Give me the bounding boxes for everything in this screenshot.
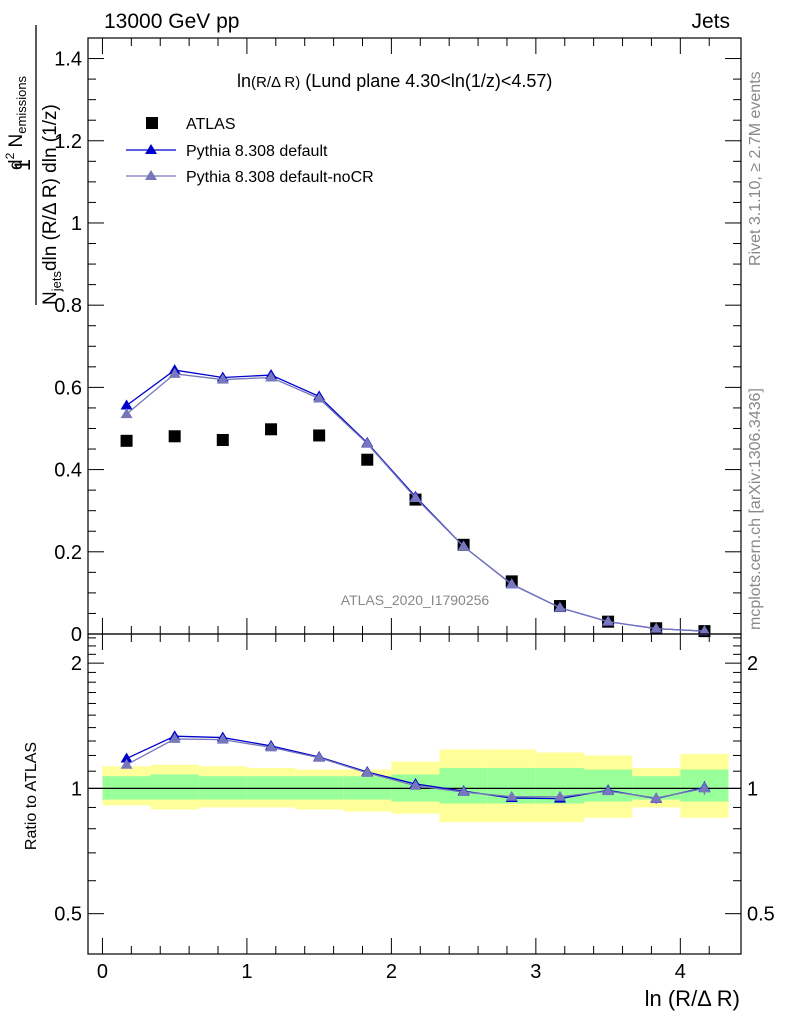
- ratio-marker-1: [361, 766, 374, 777]
- ratio-marker-1: [216, 733, 229, 744]
- legend-label-nocr: Pythia 8.308 default-noCR: [186, 169, 374, 186]
- ratio-marker-1: [120, 758, 133, 769]
- title-arg: (R/Δ R): [251, 74, 300, 91]
- series-marker-2: [505, 578, 518, 589]
- xaxis-label: ln (R/Δ R): [645, 986, 740, 1011]
- analysis-watermark: ATLAS_2020_I1790256: [341, 592, 490, 608]
- series-marker-2: [457, 540, 470, 551]
- series-marker-2: [120, 408, 133, 419]
- ratio-ytick-label-right: 2: [747, 653, 758, 675]
- ratio-ytick-labels: 0.5 0.5 1 1 2 2: [54, 653, 775, 926]
- ratio-ytick-label-left: 1: [71, 778, 82, 800]
- xtick-label: 0: [97, 961, 108, 983]
- ratio-ytick-label-right: 0.5: [747, 904, 775, 926]
- main-series: [120, 364, 711, 638]
- ratio-marker-1: [602, 785, 615, 796]
- series-marker-2: [313, 392, 326, 403]
- main-panel: 0 0.2 0.4 0.6 0.8 1 1.2 1.4 ATLAS_2020_I1790256: [54, 37, 742, 646]
- ylabel-top: d2 Nemissions: [3, 75, 29, 170]
- ratio-ytick-label-right: 1: [747, 778, 758, 800]
- ratio-axis-ticks: [88, 634, 741, 954]
- xtick-label: 4: [675, 961, 686, 983]
- main-ytick-label: 1.2: [54, 131, 82, 153]
- series-marker-2: [361, 437, 374, 448]
- series-marker-2: [265, 371, 278, 382]
- legend-marker-nocr: [145, 170, 157, 180]
- ratio-marker-1: [313, 751, 326, 762]
- atlas-point: [313, 429, 326, 442]
- main-ylabel: 1 Njetsdln (R/Δ R) dln (1/z) d2 Nemissio…: [3, 25, 64, 305]
- xtick-label: 3: [530, 961, 541, 983]
- header-energy: 13000 GeV pp: [104, 10, 239, 33]
- series-marker-2: [168, 367, 181, 378]
- atlas-point: [265, 423, 278, 436]
- ratio-marker-1: [505, 790, 518, 801]
- main-ytick-label: 0.2: [54, 542, 82, 564]
- legend-label-default: Pythia 8.308 default: [186, 143, 328, 160]
- atlas-point: [216, 433, 229, 446]
- main-ytick-labels: 0 0.2 0.4 0.6 0.8 1 1.2 1.4: [54, 49, 82, 646]
- series-marker-2: [602, 615, 615, 626]
- header-jets: Jets: [691, 10, 730, 33]
- title-rest: (Lund plane 4.30<ln(1/z)<4.57): [300, 71, 552, 91]
- series-marker-2: [650, 622, 663, 633]
- atlas-point: [120, 434, 133, 447]
- ratio-marker-0: [120, 752, 133, 763]
- xtick-labels: 0 1 2 3 4: [97, 961, 686, 983]
- series-marker-2: [216, 373, 229, 384]
- legend-label-atlas: ATLAS: [186, 116, 236, 133]
- xtick-label: 1: [241, 961, 252, 983]
- ratio-marker-1: [698, 782, 711, 793]
- ratio-marker-1: [457, 786, 470, 797]
- ratio-series: [120, 730, 711, 804]
- ratio-ytick-label-left: 2: [71, 653, 82, 675]
- ratio-marker-1: [168, 732, 181, 743]
- main-ytick-label: 0.6: [54, 377, 82, 399]
- ratio-panel: 0.5 0.5 1 1 2 2 0 1 2 3 4: [54, 633, 775, 983]
- plot-title: ln(R/Δ R) (Lund plane 4.30<ln(1/z)<4.57): [237, 71, 552, 91]
- ratio-marker-1: [650, 792, 663, 803]
- ratio-ylabel: Ratio to ATLAS: [23, 742, 40, 850]
- atlas-point: [361, 453, 374, 466]
- title-main: ln: [237, 71, 251, 91]
- series-marker-2: [409, 491, 422, 502]
- legend-marker-default: [145, 144, 157, 154]
- series-marker-1: [120, 399, 133, 410]
- main-ytick-label: 0.4: [54, 460, 82, 482]
- ratio-frame: [87, 633, 742, 955]
- ratio-ytick-label-left: 0.5: [54, 904, 82, 926]
- ratio-marker-1: [553, 790, 566, 801]
- main-ytick-label: 0: [71, 624, 82, 646]
- main-ytick-label: 1.4: [54, 49, 82, 71]
- ratio-marker-1: [409, 779, 422, 790]
- series-marker-2: [698, 625, 711, 636]
- legend-marker-atlas: [146, 117, 158, 129]
- legend: ATLAS Pythia 8.308 default Pythia 8.308 …: [126, 116, 374, 186]
- rivet-label: Rivet 3.1.10, ≥ 2.7M events: [747, 71, 764, 266]
- main-axis-ticks: [88, 37, 741, 635]
- main-ytick-label: 1: [71, 213, 82, 235]
- uncertainty-band-green: [150, 774, 199, 800]
- ylabel-numerator: 1: [10, 159, 35, 171]
- xtick-label: 2: [386, 961, 397, 983]
- atlas-point: [168, 430, 181, 443]
- ylabel-denominator: Njetsdln (R/Δ R) dln (1/z): [40, 104, 64, 305]
- mcplots-label: mcplots.cern.ch [arXiv:1306.3436]: [747, 388, 764, 630]
- main-ytick-label: 0.8: [54, 295, 82, 317]
- ratio-marker-1: [265, 741, 278, 752]
- series-marker-2: [553, 601, 566, 612]
